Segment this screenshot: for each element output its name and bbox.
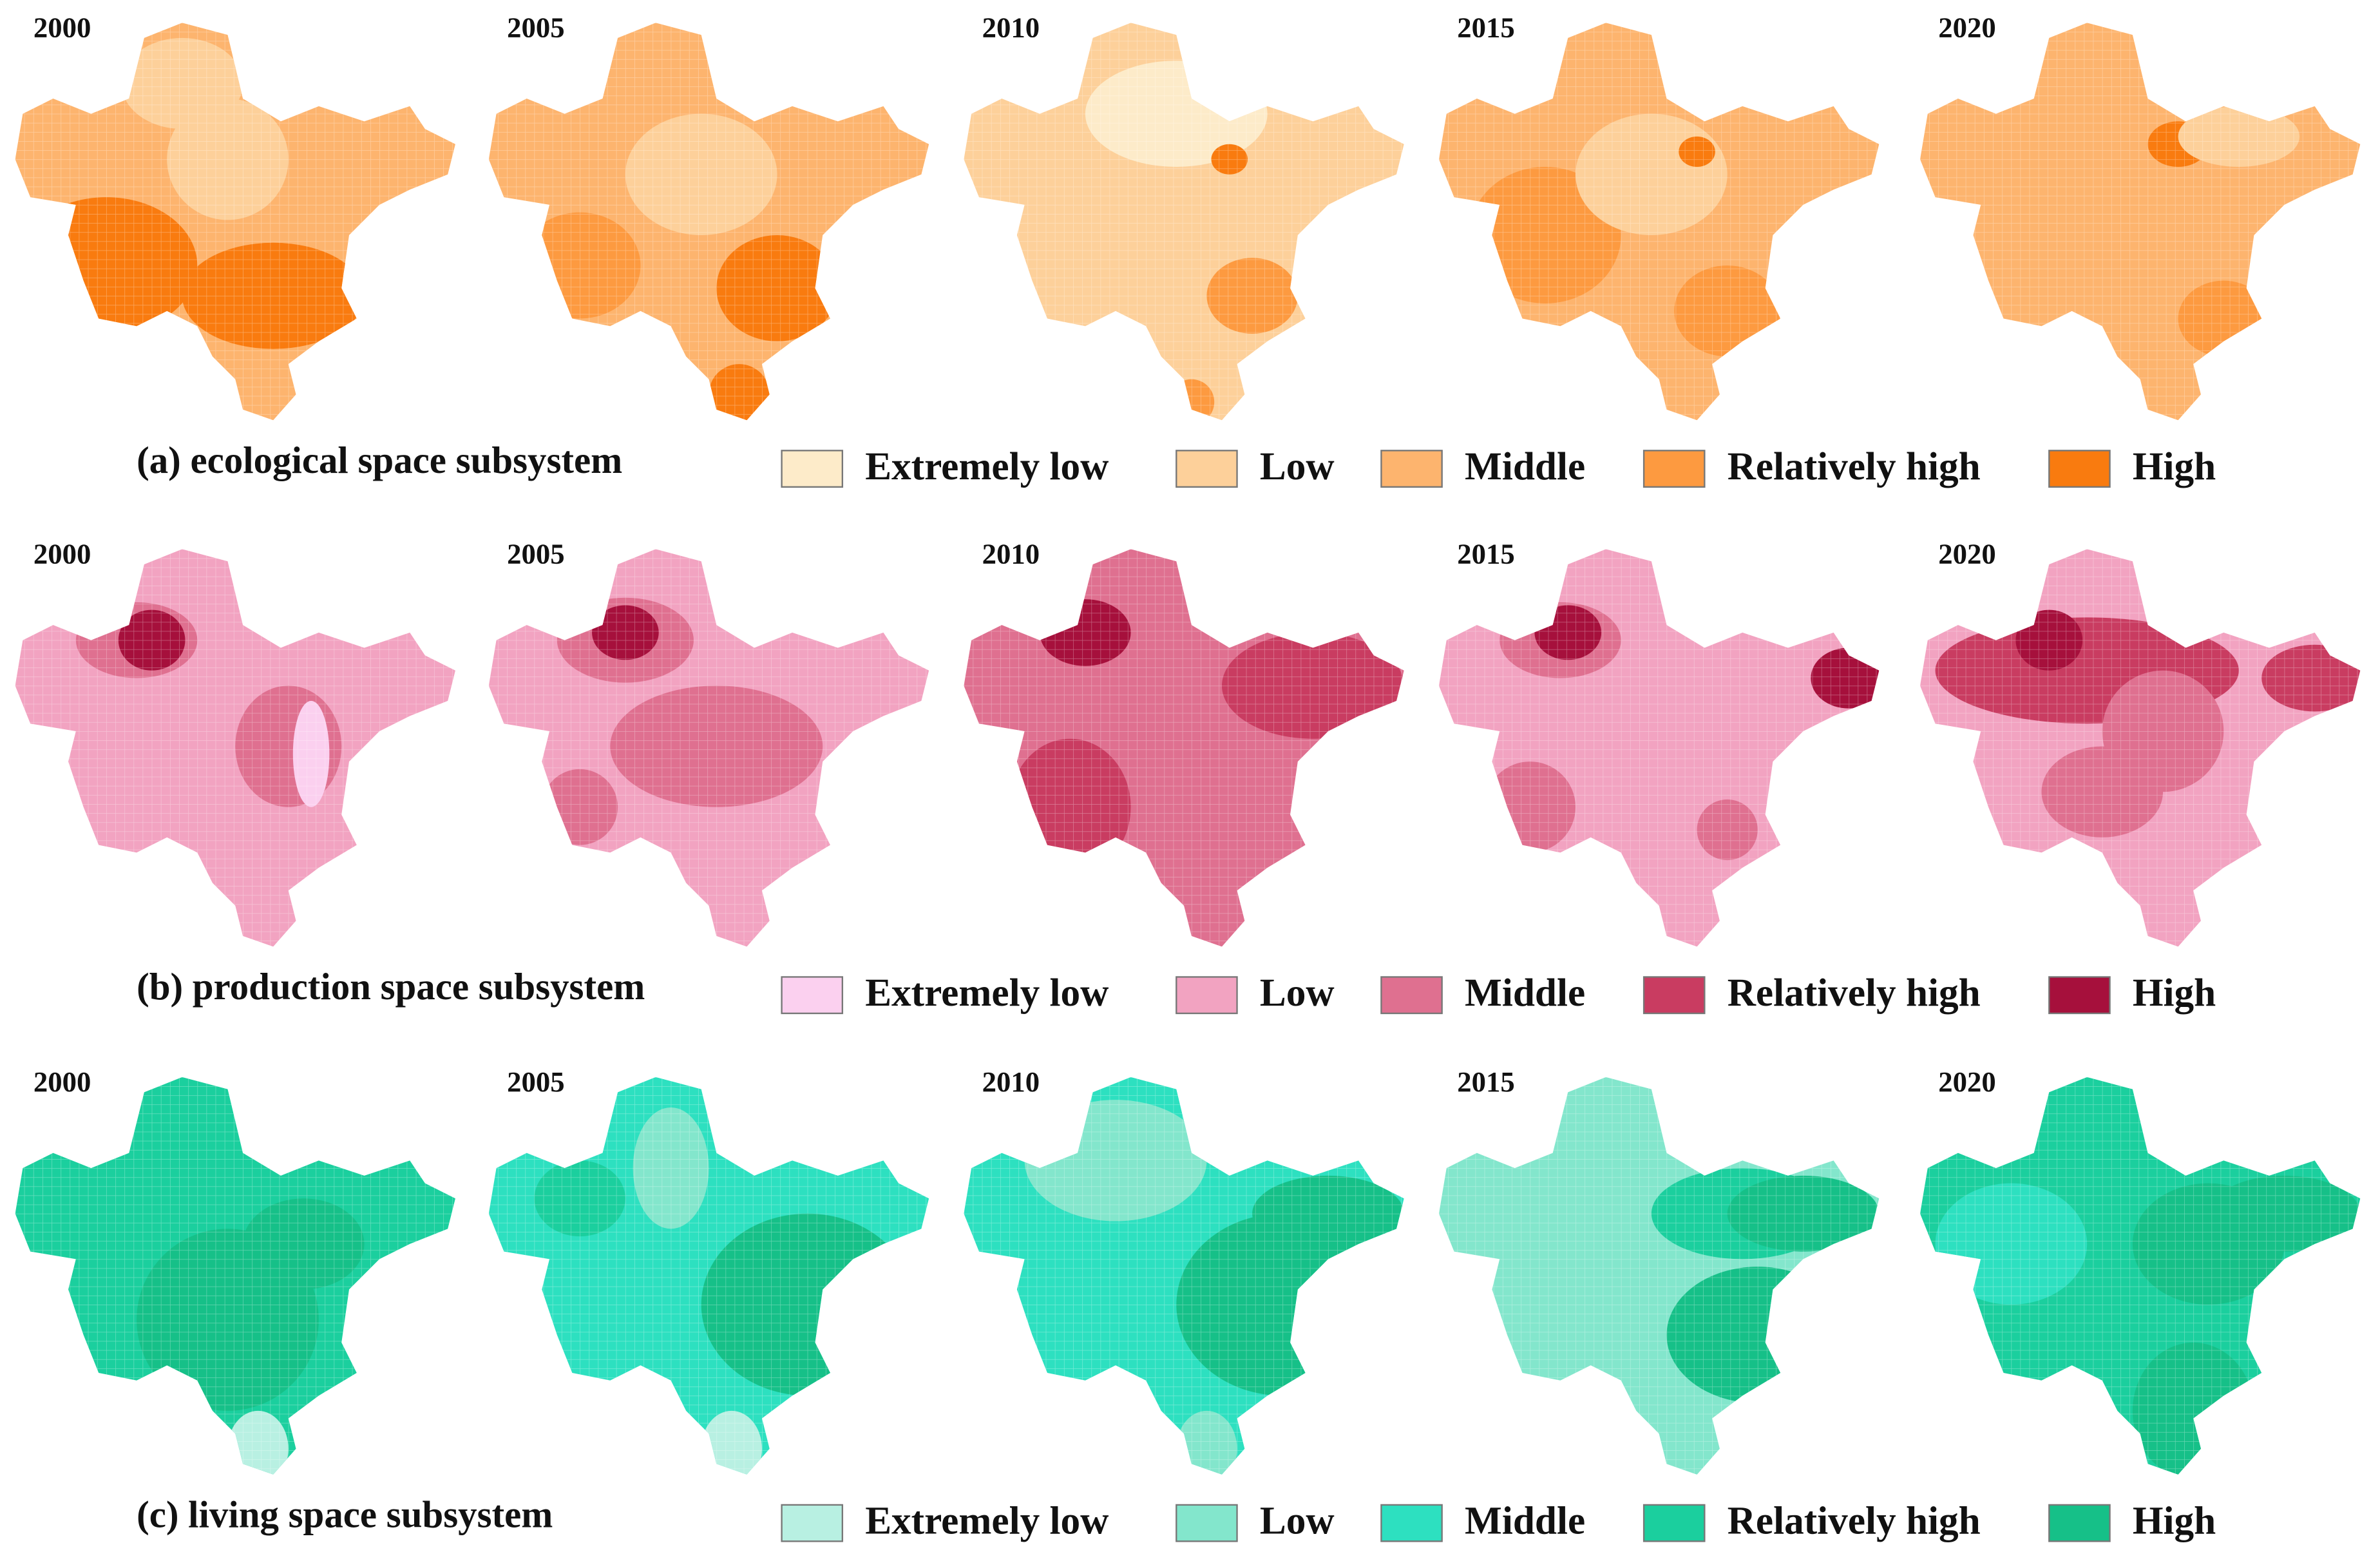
legend-swatch <box>1176 976 1238 1015</box>
map <box>488 549 929 947</box>
map-region <box>1438 1077 1880 1475</box>
legend-swatch <box>1380 450 1443 488</box>
map-region <box>964 549 1404 947</box>
legend-label: Low <box>1260 1499 1335 1543</box>
legend-swatch <box>781 1504 844 1542</box>
map <box>1438 549 1880 947</box>
legend-label: High <box>2133 971 2216 1015</box>
panel-title: (b) production space subsystem <box>137 966 645 1008</box>
legend-swatch <box>781 450 844 488</box>
year-label: 2010 <box>982 1066 1040 1098</box>
legend-swatch <box>2048 1504 2111 1542</box>
legend-swatch <box>1642 1504 1706 1542</box>
map <box>964 1077 1404 1475</box>
map-region <box>15 23 455 421</box>
panel-title: (a) ecological space subsystem <box>137 439 622 481</box>
map-region <box>15 1077 455 1475</box>
map <box>488 23 929 421</box>
legend-label: Relatively high <box>1728 445 1981 488</box>
year-label: 2015 <box>1457 537 1515 570</box>
map-grid <box>964 23 1404 421</box>
map <box>15 1077 455 1475</box>
map-grid <box>488 23 929 421</box>
map-region <box>1919 549 2361 947</box>
map-grid <box>964 549 1404 947</box>
map-grid <box>1919 1077 2361 1475</box>
legend-swatch <box>2048 450 2111 488</box>
legend-swatch <box>781 976 844 1015</box>
map-region <box>488 1077 929 1475</box>
year-label: 2015 <box>1457 11 1515 43</box>
map-region <box>1919 23 2361 421</box>
legend-label: Extremely low <box>865 445 1109 488</box>
year-label: 2010 <box>982 11 1040 43</box>
map-region <box>964 23 1404 421</box>
legend-label: Relatively high <box>1728 1499 1981 1543</box>
legend-swatch <box>1642 976 1706 1015</box>
map-region <box>488 549 929 947</box>
map-region <box>488 23 929 421</box>
map-region <box>964 1077 1404 1475</box>
legend-label: High <box>2133 1499 2216 1543</box>
year-label: 2005 <box>507 537 565 570</box>
map-region <box>1438 549 1880 947</box>
legend-label: High <box>2133 445 2216 488</box>
legend-swatch <box>1176 450 1238 488</box>
year-label: 2000 <box>33 11 91 43</box>
year-label: 2020 <box>1938 537 1996 570</box>
map <box>15 23 455 421</box>
legend-label: Middle <box>1465 445 1585 488</box>
map <box>1919 23 2361 421</box>
map <box>15 549 455 947</box>
legend-label: Low <box>1260 445 1335 488</box>
map <box>1438 1077 1880 1475</box>
year-label: 2005 <box>507 1066 565 1098</box>
panel-title: (c) living space subsystem <box>137 1494 553 1536</box>
map-region <box>15 549 455 947</box>
map-grid <box>15 549 455 947</box>
map-grid <box>1438 23 1880 421</box>
legend-swatch <box>1176 1504 1238 1542</box>
map <box>1919 549 2361 947</box>
year-label: 2005 <box>507 11 565 43</box>
legend-swatch <box>1642 450 1706 488</box>
map-grid <box>15 1077 455 1475</box>
legend-label: Low <box>1260 971 1335 1015</box>
legend-swatch <box>1380 1504 1443 1542</box>
legend-label: Extremely low <box>865 1499 1109 1543</box>
map-grid <box>488 1077 929 1475</box>
map-grid <box>1438 1077 1880 1475</box>
year-label: 2000 <box>33 537 91 570</box>
legend-swatch <box>2048 976 2111 1015</box>
legend-label: Middle <box>1465 971 1585 1015</box>
map-grid <box>488 549 929 947</box>
year-label: 2015 <box>1457 1066 1515 1098</box>
map <box>1438 23 1880 421</box>
legend-label: Extremely low <box>865 971 1109 1015</box>
year-label: 2020 <box>1938 11 1996 43</box>
map-region <box>1919 1077 2361 1475</box>
map <box>964 549 1404 947</box>
year-label: 2000 <box>33 1066 91 1098</box>
legend-label: Middle <box>1465 1499 1585 1543</box>
map-grid <box>964 1077 1404 1475</box>
legend-label: Relatively high <box>1728 971 1981 1015</box>
year-label: 2020 <box>1938 1066 1996 1098</box>
map-region <box>1438 23 1880 421</box>
map-grid <box>1438 549 1880 947</box>
legend-swatch <box>1380 976 1443 1015</box>
map-grid <box>1919 23 2361 421</box>
map <box>1919 1077 2361 1475</box>
map <box>964 23 1404 421</box>
map <box>488 1077 929 1475</box>
map-grid <box>1919 549 2361 947</box>
year-label: 2010 <box>982 537 1040 570</box>
map-grid <box>15 23 455 421</box>
